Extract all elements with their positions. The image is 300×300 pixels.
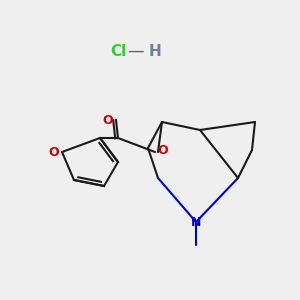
- Text: O: O: [158, 145, 168, 158]
- Text: N: N: [191, 215, 201, 229]
- Text: —: —: [128, 42, 144, 60]
- Text: O: O: [49, 146, 59, 158]
- Text: O: O: [103, 113, 113, 127]
- Text: Cl: Cl: [110, 44, 126, 59]
- Text: H: H: [148, 44, 161, 59]
